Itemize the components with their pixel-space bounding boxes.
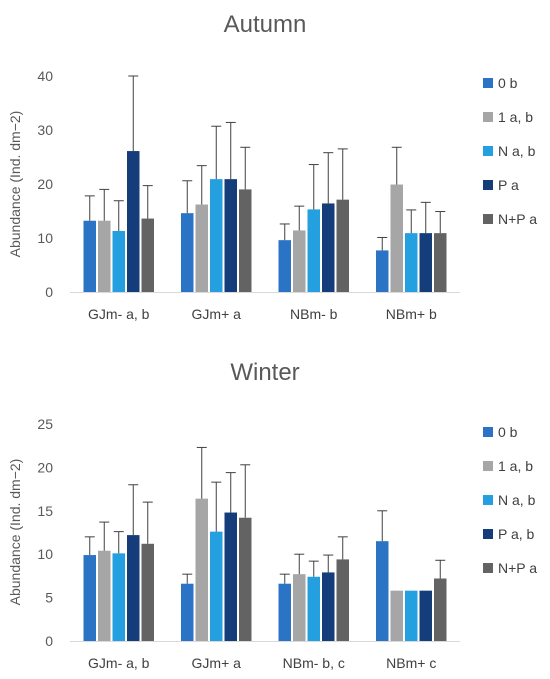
bar <box>390 590 403 641</box>
bar <box>127 151 140 292</box>
legend-swatch <box>483 427 493 437</box>
bar <box>239 517 252 641</box>
bar <box>376 250 389 292</box>
legend-swatch <box>483 146 493 156</box>
bar <box>127 535 140 641</box>
bar <box>112 553 125 641</box>
bar <box>307 209 320 292</box>
y-tick-label: 0 <box>45 284 53 300</box>
bar <box>224 512 237 641</box>
bar <box>293 230 306 292</box>
bar <box>181 213 194 292</box>
bar <box>141 218 154 292</box>
bar <box>278 583 291 641</box>
y-tick-label: 30 <box>37 122 53 138</box>
bar <box>434 578 447 641</box>
legend-swatch <box>483 112 493 122</box>
legend-swatch <box>483 78 493 88</box>
bar <box>112 230 125 292</box>
legend-label: N+P a <box>498 211 537 227</box>
y-tick-label: 5 <box>45 590 53 606</box>
x-category-label: GJm+ a <box>192 306 242 322</box>
bar <box>195 498 208 641</box>
legend-swatch <box>483 214 493 224</box>
bar <box>83 220 96 292</box>
legend-swatch <box>483 529 493 539</box>
legend-label: 0 b <box>498 424 518 440</box>
bar <box>141 543 154 641</box>
bar <box>322 572 335 641</box>
bar <box>390 184 403 292</box>
y-axis-label: Abundance (Ind. dm−2) <box>7 459 23 606</box>
bar <box>419 590 432 641</box>
bar <box>278 240 291 292</box>
chart-title: Winter <box>230 359 299 386</box>
bar <box>83 555 96 641</box>
legend-label: N a, b <box>498 492 536 508</box>
bar <box>210 179 223 292</box>
legend-swatch <box>483 563 493 573</box>
y-tick-label: 10 <box>37 230 53 246</box>
chart-1: Winter Abundance (Ind. dm−2) 0 5 10 15 20 25 GJm… <box>7 359 537 671</box>
y-tick-label: 15 <box>37 503 53 519</box>
y-axis-label: Abundance (Ind. dm−2) <box>7 111 23 258</box>
bar <box>195 204 208 292</box>
bar <box>307 576 320 641</box>
chart-0: Autumn Abundance (Ind. dm−2) 0 10 20 30 40 GJm-… <box>7 11 537 322</box>
legend-swatch <box>483 495 493 505</box>
chart-title: Autumn <box>224 11 307 38</box>
legend-label: P a, b <box>498 526 535 542</box>
legend-label: P a <box>498 177 519 193</box>
y-tick-label: 25 <box>37 416 53 432</box>
x-category-label: NBm- b <box>290 306 338 322</box>
bar <box>336 559 349 641</box>
bar <box>419 233 432 292</box>
bar <box>181 583 194 641</box>
bar <box>98 220 111 292</box>
bar <box>376 541 389 641</box>
legend-label: N+P a <box>498 560 537 576</box>
bar <box>293 574 306 641</box>
bar <box>98 550 111 641</box>
y-tick-label: 20 <box>37 176 53 192</box>
legend-swatch <box>483 180 493 190</box>
legend-label: N a, b <box>498 143 536 159</box>
bar <box>239 189 252 292</box>
bar <box>224 179 237 292</box>
legend-label: 1 a, b <box>498 458 533 474</box>
bar <box>336 199 349 292</box>
x-category-label: GJm+ a <box>192 655 242 671</box>
x-category-label: GJm- a, b <box>88 306 150 322</box>
bar <box>405 590 418 641</box>
y-tick-label: 40 <box>37 68 53 84</box>
y-tick-label: 0 <box>45 633 53 649</box>
y-tick-label: 10 <box>37 546 53 562</box>
y-tick-label: 20 <box>37 459 53 475</box>
bar <box>434 233 447 292</box>
x-category-label: NBm- b, c <box>283 655 345 671</box>
x-category-label: NBm+ c <box>386 655 436 671</box>
legend-label: 0 b <box>498 75 518 91</box>
x-category-label: NBm+ b <box>386 306 437 322</box>
x-category-label: GJm- a, b <box>88 655 150 671</box>
bar <box>405 233 418 292</box>
legend-swatch <box>483 461 493 471</box>
legend-label: 1 a, b <box>498 109 533 125</box>
bar <box>210 531 223 641</box>
bar <box>322 203 335 292</box>
